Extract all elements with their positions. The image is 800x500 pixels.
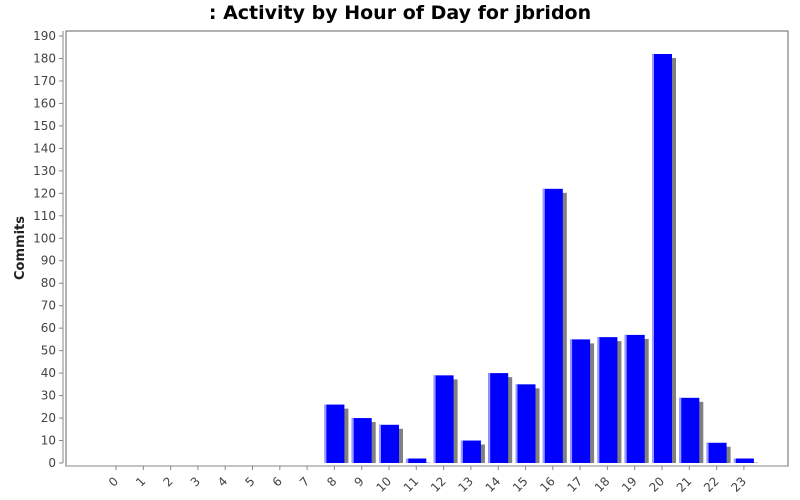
bar-highlight (652, 53, 654, 464)
y-tick-label: 170 (33, 74, 56, 88)
y-tick-label: 40 (41, 366, 56, 380)
x-tick-label: 12 (428, 474, 449, 495)
bar-highlight (324, 404, 327, 463)
bar-highlight (488, 373, 491, 463)
x-tick-label: 14 (483, 474, 504, 495)
bar-highlight (406, 458, 409, 463)
bar-highlight (379, 424, 381, 463)
bar (652, 53, 672, 464)
bar-highlight (460, 440, 463, 463)
x-tick-label: 9 (352, 474, 367, 489)
x-tick-label: 0 (106, 474, 121, 489)
bar (597, 337, 618, 463)
x-tick-label: 16 (537, 474, 558, 495)
x-tick-label: 7 (297, 474, 312, 489)
x-tick-label: 4 (215, 474, 230, 489)
bar (570, 339, 591, 463)
y-tick-label: 30 (41, 389, 56, 403)
x-tick-label: 13 (455, 474, 476, 495)
bar (542, 188, 563, 464)
bar (324, 404, 345, 463)
y-tick-label: 120 (33, 186, 56, 200)
bar (406, 458, 427, 463)
y-tick-label: 130 (33, 164, 56, 178)
x-tick-label: 22 (701, 474, 722, 495)
x-tick-label: 8 (324, 474, 339, 489)
bar (379, 424, 399, 463)
y-tick-label: 100 (33, 231, 56, 245)
x-tick-label: 20 (646, 474, 667, 495)
y-tick-label: 90 (41, 254, 56, 268)
y-tick-label: 50 (41, 344, 56, 358)
bar (624, 334, 645, 463)
bar (679, 397, 700, 463)
x-tick-label: 11 (401, 474, 422, 495)
y-tick-label: 190 (33, 29, 56, 43)
bar-highlight (351, 418, 354, 463)
y-tick-label: 80 (41, 276, 56, 290)
bar (733, 458, 754, 463)
bar (706, 442, 727, 463)
x-tick-label: 17 (565, 474, 586, 495)
x-tick-label: 6 (270, 474, 285, 489)
bar (433, 375, 454, 463)
y-tick-label: 70 (41, 299, 56, 313)
x-tick-label: 10 (373, 474, 394, 495)
x-tick-label: 23 (728, 474, 749, 495)
x-tick-label: 15 (510, 474, 531, 495)
bar-highlight (624, 334, 627, 463)
y-tick-label: 180 (33, 51, 56, 65)
bar-highlight (706, 442, 709, 463)
x-tick-label: 19 (619, 474, 640, 495)
bar-highlight (679, 397, 682, 463)
x-tick-label: 5 (242, 474, 257, 489)
y-tick-label: 110 (33, 209, 56, 223)
y-tick-label: 0 (48, 456, 56, 470)
bar-highlight (597, 337, 600, 463)
x-tick-label: 3 (188, 474, 203, 489)
y-tick-label: 20 (41, 411, 56, 425)
bar-highlight (433, 375, 436, 463)
bar (515, 384, 536, 463)
y-tick-label: 160 (33, 96, 56, 110)
x-tick-label: 1 (133, 474, 148, 489)
y-tick-label: 150 (33, 119, 56, 133)
bar (488, 373, 509, 463)
y-axis-title: Commits (13, 216, 28, 280)
bar-highlight (515, 384, 518, 463)
bar (351, 418, 372, 463)
x-tick-label: 2 (160, 474, 175, 489)
bar-highlight (570, 339, 573, 463)
x-tick-label: 21 (674, 474, 695, 495)
y-tick-label: 60 (41, 321, 56, 335)
chart-title: : Activity by Hour of Day for jbridon (208, 2, 592, 24)
y-tick-label: 10 (41, 434, 56, 448)
x-tick-label: 18 (592, 474, 613, 495)
bar-highlight (542, 188, 545, 464)
bar-highlight (733, 458, 736, 463)
bar (460, 440, 481, 463)
y-tick-label: 140 (33, 141, 56, 155)
